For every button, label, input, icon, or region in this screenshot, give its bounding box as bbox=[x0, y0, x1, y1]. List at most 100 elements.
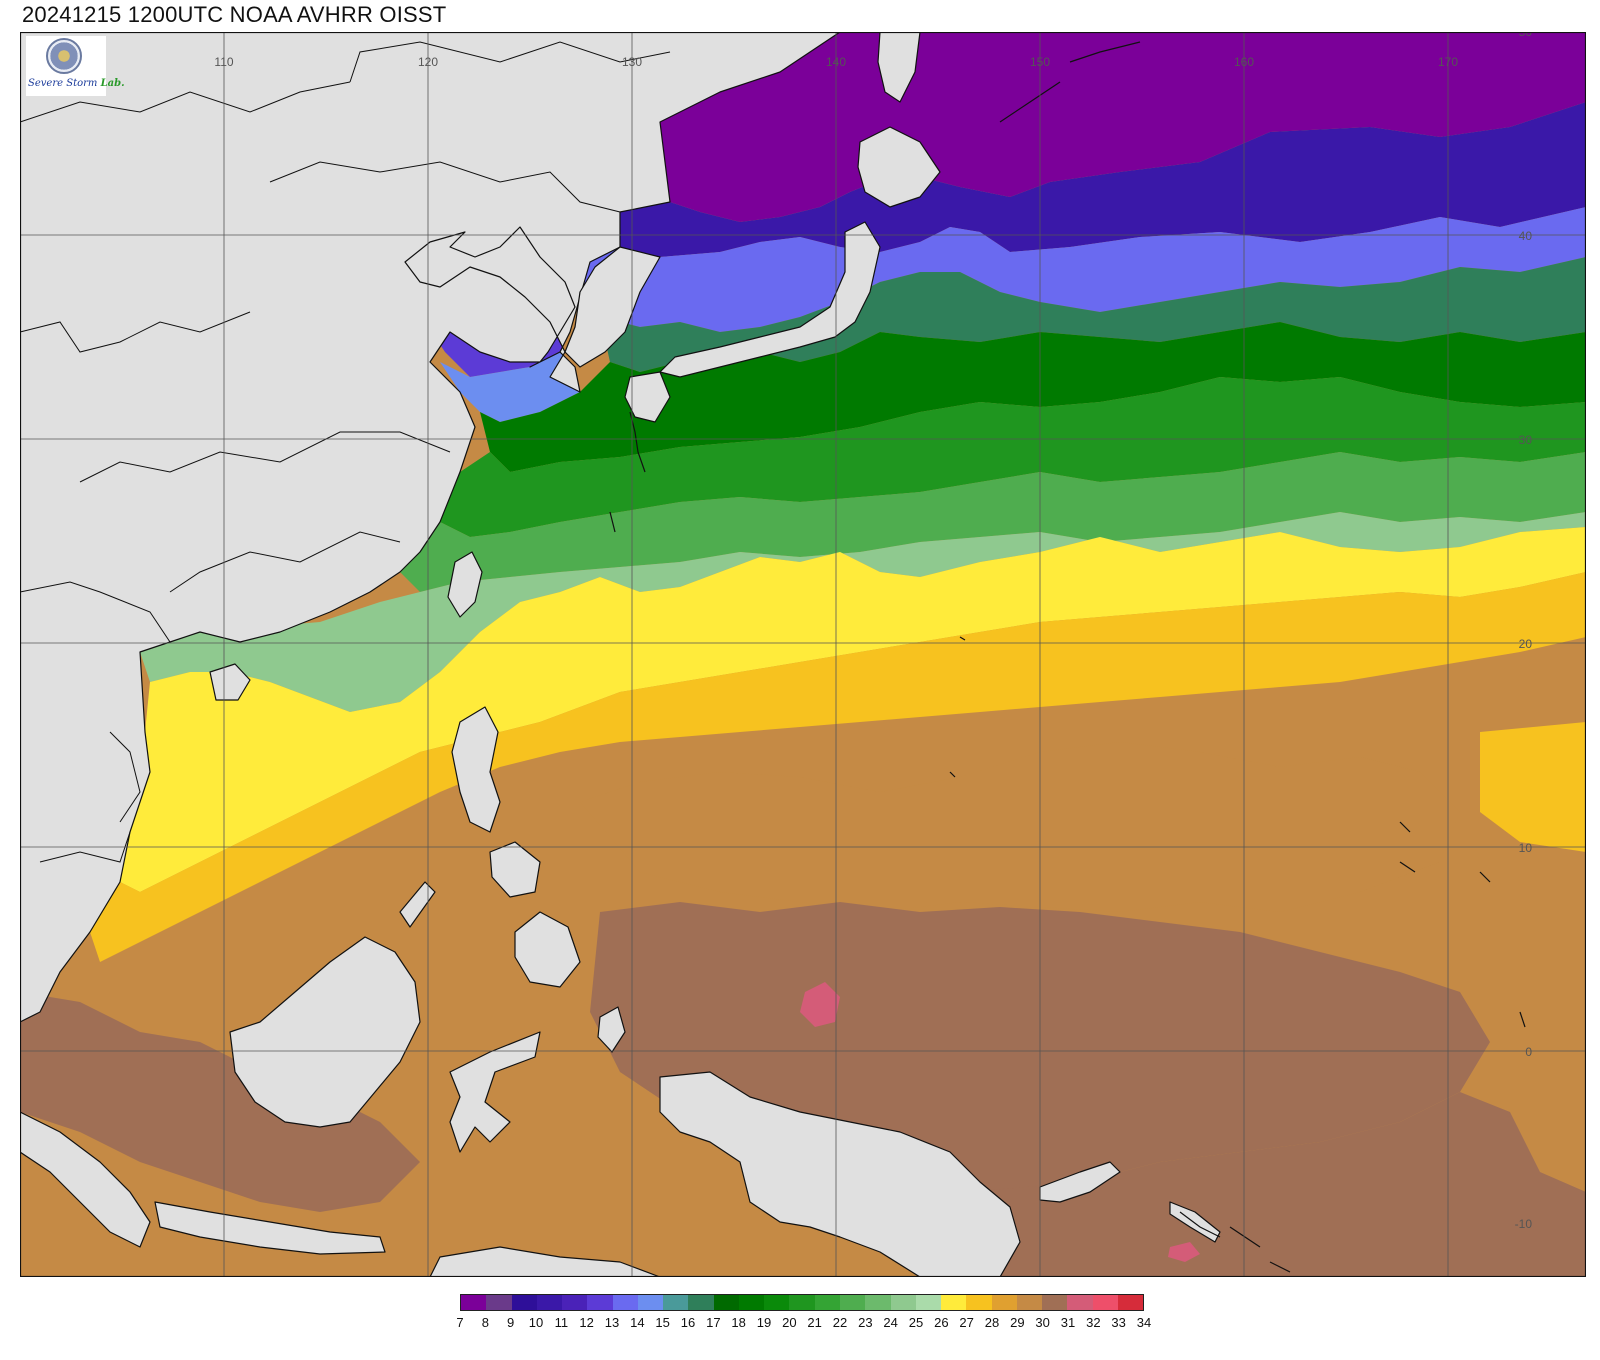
sst-band-29 bbox=[580, 742, 1460, 912]
colorbar-swatch bbox=[688, 1295, 714, 1310]
sst-band-16 bbox=[600, 257, 1586, 372]
lon-label-140: 140 bbox=[826, 55, 846, 69]
colorbar-swatch bbox=[461, 1295, 487, 1310]
land-sulawesi-main bbox=[449, 1031, 541, 1153]
land-java bbox=[154, 1201, 386, 1255]
colorbar-label: 21 bbox=[807, 1315, 822, 1330]
land-luzon bbox=[451, 706, 501, 833]
sst-band-27-east bbox=[1480, 722, 1586, 852]
lat-label-10: 10 bbox=[1519, 841, 1533, 855]
lon-label-120: 120 bbox=[418, 55, 438, 69]
colorbar-label: 10 bbox=[528, 1315, 544, 1330]
colorbar-swatch bbox=[839, 1295, 866, 1310]
sst-band-20 bbox=[440, 377, 1586, 537]
colorbar-swatch bbox=[536, 1295, 563, 1310]
colorbar-swatch bbox=[865, 1295, 891, 1310]
colorbar-swatch bbox=[814, 1295, 840, 1310]
colorbar-label: 15 bbox=[655, 1315, 670, 1330]
lon-label-110: 110 bbox=[214, 55, 233, 69]
land-sakhalin bbox=[877, 32, 921, 103]
land-palawan bbox=[399, 881, 436, 928]
colorbar-label: 30 bbox=[1035, 1315, 1050, 1330]
colorbar-label: 24 bbox=[883, 1315, 898, 1330]
colorbar-label: 29 bbox=[1010, 1315, 1025, 1330]
sst-band-30-south bbox=[950, 1092, 1586, 1277]
map-title: 20241215 1200UTC NOAA AVHRR OISST bbox=[22, 2, 447, 27]
land-japan-honshu bbox=[659, 221, 881, 378]
colorbar-label: 33 bbox=[1111, 1315, 1126, 1330]
land-japan-hokkaido bbox=[857, 126, 941, 208]
colorbar-label: 12 bbox=[579, 1315, 594, 1330]
lat-lon-grid bbox=[20, 32, 1586, 1277]
colorbar-swatch bbox=[1042, 1295, 1068, 1310]
political-borders bbox=[20, 41, 671, 863]
colorbar-swatch bbox=[511, 1295, 537, 1310]
sst-band-30-west bbox=[20, 992, 420, 1212]
colorbar-label: 14 bbox=[630, 1315, 645, 1330]
lon-label-170: 170 bbox=[1438, 55, 1458, 69]
colorbar-label: 17 bbox=[706, 1315, 721, 1330]
sst-band-26 bbox=[120, 527, 1586, 892]
sst-band-14 bbox=[440, 352, 580, 422]
colorbar-legend: 7 8 9 10 11 12 13 14 15 16 17 18 19 20 21 22 23 24 25 26 27 2… bbox=[456, 1294, 1151, 1354]
colorbar-swatch bbox=[1117, 1295, 1144, 1310]
colorbar-label: 11 bbox=[554, 1315, 569, 1330]
sst-band-24 bbox=[140, 512, 1586, 712]
sst-band-31-south bbox=[1168, 1242, 1200, 1262]
land-australia bbox=[429, 1246, 661, 1277]
colorbar-label: 16 bbox=[680, 1315, 696, 1330]
colorbar-label: 22 bbox=[832, 1315, 848, 1330]
colorbar-swatch bbox=[915, 1295, 942, 1310]
colorbar-swatch bbox=[1092, 1295, 1118, 1310]
colorbar-swatch bbox=[941, 1295, 967, 1310]
colorbar-swatch bbox=[486, 1295, 512, 1310]
colorbar-label: 7 bbox=[456, 1315, 464, 1330]
colorbar-label: 18 bbox=[731, 1315, 746, 1330]
lat-label-20: 20 bbox=[1519, 637, 1533, 651]
land-new-britain bbox=[1039, 1161, 1121, 1203]
land-solomon-islands bbox=[1169, 1201, 1221, 1243]
land-halmahera bbox=[597, 1006, 626, 1053]
logo-text: Severe Storm bbox=[28, 78, 98, 89]
sst-band-12 bbox=[580, 207, 1586, 332]
sst-band-18 bbox=[480, 322, 1586, 472]
colorbar-labels: 7 8 9 10 11 12 13 14 15 16 17 18 19 20 21 22 23 24 25 26 27 2… bbox=[456, 1311, 1151, 1331]
land-borneo bbox=[229, 936, 421, 1128]
colorbar-label: 25 bbox=[908, 1315, 924, 1330]
sst-band-22 bbox=[400, 452, 1586, 592]
colorbar-label: 32 bbox=[1086, 1315, 1101, 1330]
colorbar-swatch bbox=[713, 1295, 739, 1310]
colorbar-label: 23 bbox=[858, 1315, 873, 1330]
land-mindanao bbox=[514, 911, 581, 988]
land-asia-mainland bbox=[20, 32, 841, 1023]
sst-map[interactable]: 110 120 130 140 150 160 170 50 40 30 20 … bbox=[20, 32, 1586, 1277]
colorbar-swatch bbox=[1067, 1295, 1093, 1310]
colorbar-label: 20 bbox=[782, 1315, 797, 1330]
severe-storm-lab-logo: Severe Storm Lab. bbox=[26, 36, 125, 96]
land-new-guinea bbox=[659, 1071, 1021, 1277]
lat-label-minus10: -10 bbox=[1515, 1217, 1533, 1231]
colorbar-label: 34 bbox=[1136, 1315, 1152, 1330]
land-hainan bbox=[209, 663, 251, 701]
colorbar-swatch bbox=[764, 1295, 790, 1310]
colorbar-label: 28 bbox=[984, 1315, 1000, 1330]
lat-label-0: 0 bbox=[1525, 1045, 1532, 1059]
colorbar-swatch bbox=[637, 1295, 664, 1310]
lat-label-40: 40 bbox=[1519, 229, 1533, 243]
colorbar-label: 13 bbox=[604, 1315, 620, 1330]
colorbar-swatch bbox=[562, 1295, 588, 1310]
colorbar-swatch bbox=[612, 1295, 638, 1310]
lat-label-50: 50 bbox=[1519, 32, 1533, 39]
sst-band-31 bbox=[800, 982, 840, 1027]
land-japan-kyushu bbox=[624, 371, 671, 423]
colorbar-swatch bbox=[991, 1295, 1017, 1310]
lon-label-150: 150 bbox=[1030, 55, 1050, 69]
lat-label-30: 30 bbox=[1519, 433, 1533, 447]
colorbar-swatch bbox=[966, 1295, 992, 1310]
sst-band-27 bbox=[90, 572, 1586, 962]
colorbar-swatch bbox=[890, 1295, 916, 1310]
colorbar-label: 19 bbox=[756, 1315, 772, 1330]
colorbar-label: 26 bbox=[934, 1315, 949, 1330]
land-visayas bbox=[489, 841, 541, 898]
land-korea bbox=[564, 246, 661, 368]
